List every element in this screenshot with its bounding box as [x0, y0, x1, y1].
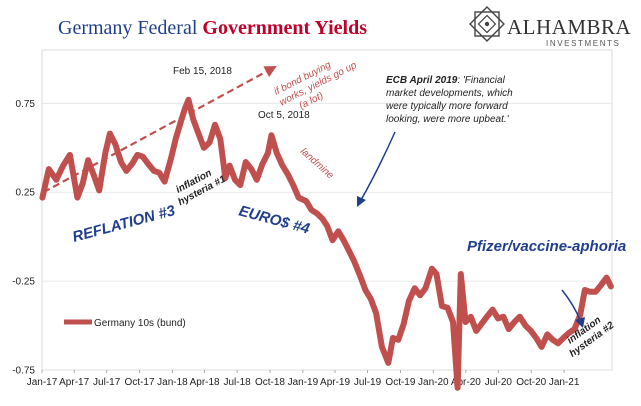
ecb-quote-line4: looking, were more upbeat.': [386, 114, 510, 125]
x-tick-label: Jul-19: [354, 377, 382, 388]
brand-subtitle: INVESTMENTS: [546, 39, 621, 48]
chart-title-part1: Germany Federal: [58, 17, 202, 39]
y-tick-label: -0.75: [12, 366, 35, 377]
annotation-oct-5-2018: Oct 5, 2018: [258, 110, 310, 121]
ecb-pointer-arrow: [357, 131, 396, 207]
annotation-ecb-quote: ECB April 2019: 'Financial market develo…: [386, 75, 513, 125]
legend: Germany 10s (bund): [64, 318, 186, 329]
x-tick-label: Jan-19: [288, 377, 319, 388]
chart-title-part2: Government Yields: [202, 17, 367, 39]
x-tick-label: Jul-17: [93, 377, 121, 388]
annotation-inflation-hysteria-1: inflation hysteria #1: [174, 168, 228, 208]
y-tick-label: 0.25: [16, 188, 36, 199]
legend-label: Germany 10s (bund): [94, 318, 186, 329]
annotation-landmine: landmine: [298, 146, 336, 182]
x-tick-label: Apr-17: [59, 377, 89, 388]
x-tick-label: Jan-17: [27, 377, 58, 388]
trend-arrow-head: [263, 66, 277, 77]
x-tick-label: Oct-17: [125, 377, 155, 388]
y-tick-label: -0.25: [12, 277, 35, 288]
alhambra-logo: ALHAMBRA INVESTMENTS: [469, 6, 632, 48]
x-tick-label: Jul-20: [485, 377, 513, 388]
brand-name: ALHAMBRA: [507, 15, 632, 39]
x-tick-label: Oct-20: [516, 377, 546, 388]
x-tick-label: Oct-18: [255, 377, 285, 388]
pfizer-pointer-arrow: [561, 289, 585, 328]
annotation-inflation-hysteria-2: inflation hysteria #2: [565, 315, 616, 360]
x-tick-label: Jan-20: [418, 377, 449, 388]
label-euro-4: EURO$ #4: [237, 202, 312, 237]
x-tick-label: Jan-21: [549, 377, 580, 388]
annotation-bond-buying: if bond buying works, yields go up (a lo…: [272, 59, 359, 111]
label-reflation-3: REFLATION #3: [71, 202, 178, 246]
chart-title: Germany Federal Government Yields: [58, 17, 367, 39]
x-tick-label: Apr-19: [320, 377, 350, 388]
annotation-feb-15-2018: Feb 15, 2018: [173, 66, 232, 77]
alhambra-star-icon: [469, 6, 505, 42]
x-tick-label: Jan-18: [157, 377, 188, 388]
label-pfizer-vaccine-aphoria: Pfizer/vaccine-aphoria: [467, 238, 626, 255]
x-tick-label: Oct-19: [385, 377, 415, 388]
ecb-quote-line1: : 'Financial: [457, 75, 505, 86]
y-tick-label: 0.75: [16, 99, 36, 110]
svg-text:ECB April 2019: 'Financial: ECB April 2019: 'Financial: [386, 75, 506, 86]
x-tick-label: Apr-20: [451, 377, 481, 388]
x-tick-label: Apr-18: [190, 377, 220, 388]
ecb-quote-line3: were typically more forward: [386, 101, 508, 112]
x-tick-label: Jul-18: [223, 377, 251, 388]
ecb-quote-line2: market developments, which: [386, 88, 513, 99]
ecb-quote-source: ECB April 2019: [386, 75, 458, 86]
series-germany-10s-line: [39, 96, 614, 391]
trend-arrow-dashed: [42, 70, 267, 194]
